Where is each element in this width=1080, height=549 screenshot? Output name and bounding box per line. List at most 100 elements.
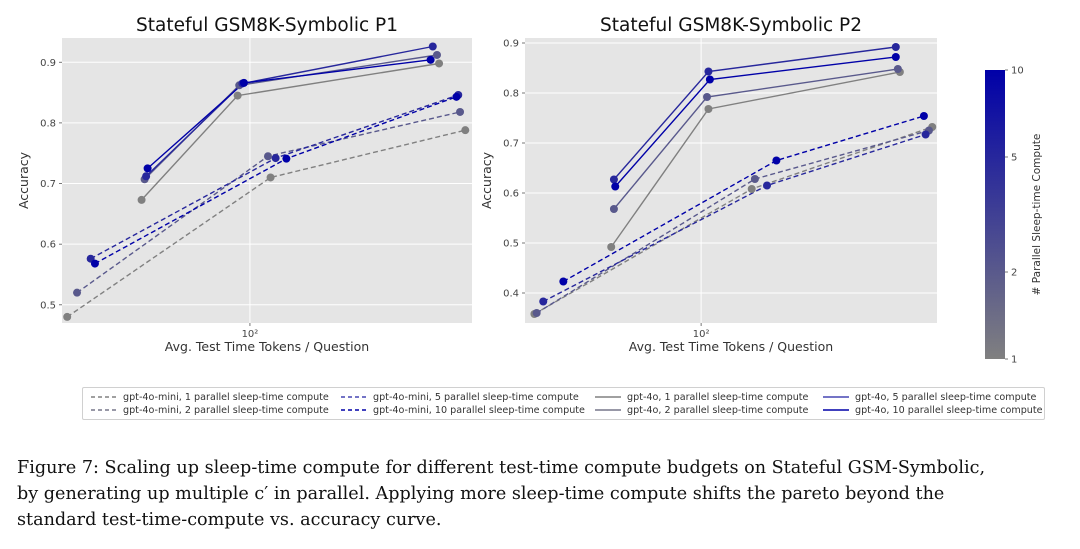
data-point bbox=[452, 92, 461, 101]
data-point bbox=[539, 297, 548, 306]
legend-label: gpt-4o, 1 parallel sleep-time compute bbox=[627, 391, 809, 403]
x-tick-label: 10² bbox=[693, 329, 710, 340]
y-axis-label: Accuracy bbox=[16, 151, 31, 209]
chart-title: Stateful GSM8K-Symbolic P2 bbox=[600, 15, 862, 36]
caption-line: by generating up multiple c′ in parallel… bbox=[17, 484, 945, 504]
legend-label: gpt-4o-mini, 1 parallel sleep-time compu… bbox=[123, 391, 329, 403]
y-tick-label: 0.4 bbox=[503, 289, 519, 300]
legend-item: gpt-4o, 5 parallel sleep-time compute bbox=[823, 390, 1036, 404]
legend-swatch bbox=[91, 396, 117, 398]
data-point bbox=[456, 107, 465, 116]
y-tick-label: 0.9 bbox=[503, 39, 519, 50]
data-point bbox=[461, 126, 470, 135]
data-point bbox=[432, 50, 441, 59]
chart-title: Stateful GSM8K-Symbolic P1 bbox=[136, 15, 398, 36]
legend-item: gpt-4o-mini, 5 parallel sleep-time compu… bbox=[341, 390, 579, 404]
data-point bbox=[426, 55, 435, 64]
y-tick-label: 0.8 bbox=[503, 89, 519, 100]
legend-item: gpt-4o-mini, 1 parallel sleep-time compu… bbox=[91, 390, 329, 404]
legend-swatch bbox=[823, 396, 849, 398]
colorbar-gradient bbox=[985, 70, 1005, 359]
data-point bbox=[919, 112, 928, 120]
data-point bbox=[772, 156, 781, 165]
plot-area bbox=[525, 38, 937, 323]
y-axis-label: Accuracy bbox=[479, 151, 494, 209]
data-point bbox=[763, 181, 772, 190]
legend-label: gpt-4o, 10 parallel sleep-time compute bbox=[855, 404, 1043, 416]
legend-swatch bbox=[341, 409, 367, 411]
figure-canvas: 0.5 0.6 0.7 0.8 0.9 10² Stateful GSM8K-Symboli… bbox=[16, 15, 1043, 366]
colorbar-tick-label: 10 bbox=[1011, 66, 1024, 77]
data-point bbox=[893, 65, 902, 73]
data-point bbox=[239, 78, 248, 87]
legend-item: gpt-4o, 2 parallel sleep-time compute bbox=[595, 403, 808, 417]
data-point bbox=[611, 182, 620, 191]
legend-item: gpt-4o-mini, 10 parallel sleep-time comp… bbox=[341, 403, 585, 417]
data-point bbox=[747, 185, 756, 193]
data-point bbox=[63, 312, 72, 321]
legend-label: gpt-4o-mini, 5 parallel sleep-time compu… bbox=[373, 391, 579, 403]
series-line bbox=[66, 129, 466, 318]
colorbar: 10 5 2 1 # Parallel Sleep-time Compute bbox=[985, 66, 1043, 366]
data-point bbox=[704, 67, 713, 76]
x-tick-label: 10² bbox=[242, 329, 259, 340]
figure-caption: Figure 7: Scaling up sleep-time compute … bbox=[17, 455, 1067, 533]
data-point bbox=[750, 175, 759, 183]
colorbar-tick-label: 1 bbox=[1011, 355, 1017, 366]
y-tick-label: 0.5 bbox=[40, 300, 56, 311]
legend-swatch bbox=[91, 409, 117, 411]
x-axis-label: Avg. Test Time Tokens / Question bbox=[629, 339, 833, 354]
data-point bbox=[921, 130, 930, 139]
data-point bbox=[143, 164, 152, 173]
data-point bbox=[266, 173, 275, 182]
data-point bbox=[704, 105, 713, 113]
legend-label: gpt-4o, 2 parallel sleep-time compute bbox=[627, 404, 809, 416]
legend-label: gpt-4o-mini, 10 parallel sleep-time comp… bbox=[373, 404, 585, 416]
x-axis-label: Avg. Test Time Tokens / Question bbox=[165, 339, 369, 354]
data-point bbox=[233, 91, 242, 100]
series-line bbox=[562, 115, 925, 283]
legend: gpt-4o-mini, 1 parallel sleep-time compu… bbox=[82, 387, 1045, 420]
colorbar-tick-label: 5 bbox=[1011, 152, 1017, 163]
data-point bbox=[891, 53, 900, 61]
y-tick-label: 0.7 bbox=[40, 179, 56, 190]
colorbar-label: # Parallel Sleep-time Compute bbox=[1031, 134, 1043, 296]
data-point bbox=[607, 243, 616, 251]
data-point bbox=[137, 195, 146, 204]
data-point bbox=[891, 43, 900, 51]
chart-panel-2: 0.4 0.5 0.6 0.7 0.8 0.9 10² Stateful GSM8K-Symb… bbox=[479, 15, 937, 354]
data-point bbox=[559, 277, 568, 286]
data-point bbox=[532, 309, 541, 317]
data-point bbox=[609, 205, 618, 213]
legend-item: gpt-4o, 1 parallel sleep-time compute bbox=[595, 390, 808, 404]
data-point bbox=[90, 259, 99, 268]
caption-line: standard test-time-compute vs. accuracy … bbox=[17, 510, 442, 530]
caption-line: Figure 7: Scaling up sleep-time compute … bbox=[17, 458, 986, 478]
legend-label: gpt-4o, 5 parallel sleep-time compute bbox=[855, 391, 1037, 403]
legend-swatch bbox=[595, 396, 621, 398]
y-tick-label: 0.7 bbox=[503, 139, 519, 150]
y-tick-label: 0.6 bbox=[503, 189, 519, 200]
y-tick-label: 0.6 bbox=[40, 240, 56, 251]
data-point bbox=[73, 288, 82, 297]
legend-swatch bbox=[341, 396, 367, 398]
y-tick-label: 0.8 bbox=[40, 118, 56, 129]
data-point bbox=[705, 75, 714, 84]
y-tick-label: 0.5 bbox=[503, 239, 519, 250]
data-point bbox=[609, 175, 618, 184]
legend-label: gpt-4o-mini, 2 parallel sleep-time compu… bbox=[123, 404, 329, 416]
data-point bbox=[435, 59, 444, 68]
data-point bbox=[703, 93, 712, 101]
legend-item: gpt-4o, 10 parallel sleep-time compute bbox=[823, 403, 1043, 417]
data-point bbox=[142, 172, 151, 181]
legend-swatch bbox=[595, 409, 621, 411]
colorbar-tick-label: 2 bbox=[1011, 268, 1017, 279]
legend-item: gpt-4o-mini, 2 parallel sleep-time compu… bbox=[91, 403, 329, 417]
data-point bbox=[263, 152, 272, 161]
data-point bbox=[271, 154, 280, 163]
data-point bbox=[428, 42, 437, 51]
data-point bbox=[282, 154, 291, 163]
chart-panel-1: 0.5 0.6 0.7 0.8 0.9 10² Stateful GSM8K-Symboli… bbox=[16, 15, 472, 354]
y-tick-label: 0.9 bbox=[40, 58, 56, 69]
legend-swatch bbox=[823, 409, 849, 411]
